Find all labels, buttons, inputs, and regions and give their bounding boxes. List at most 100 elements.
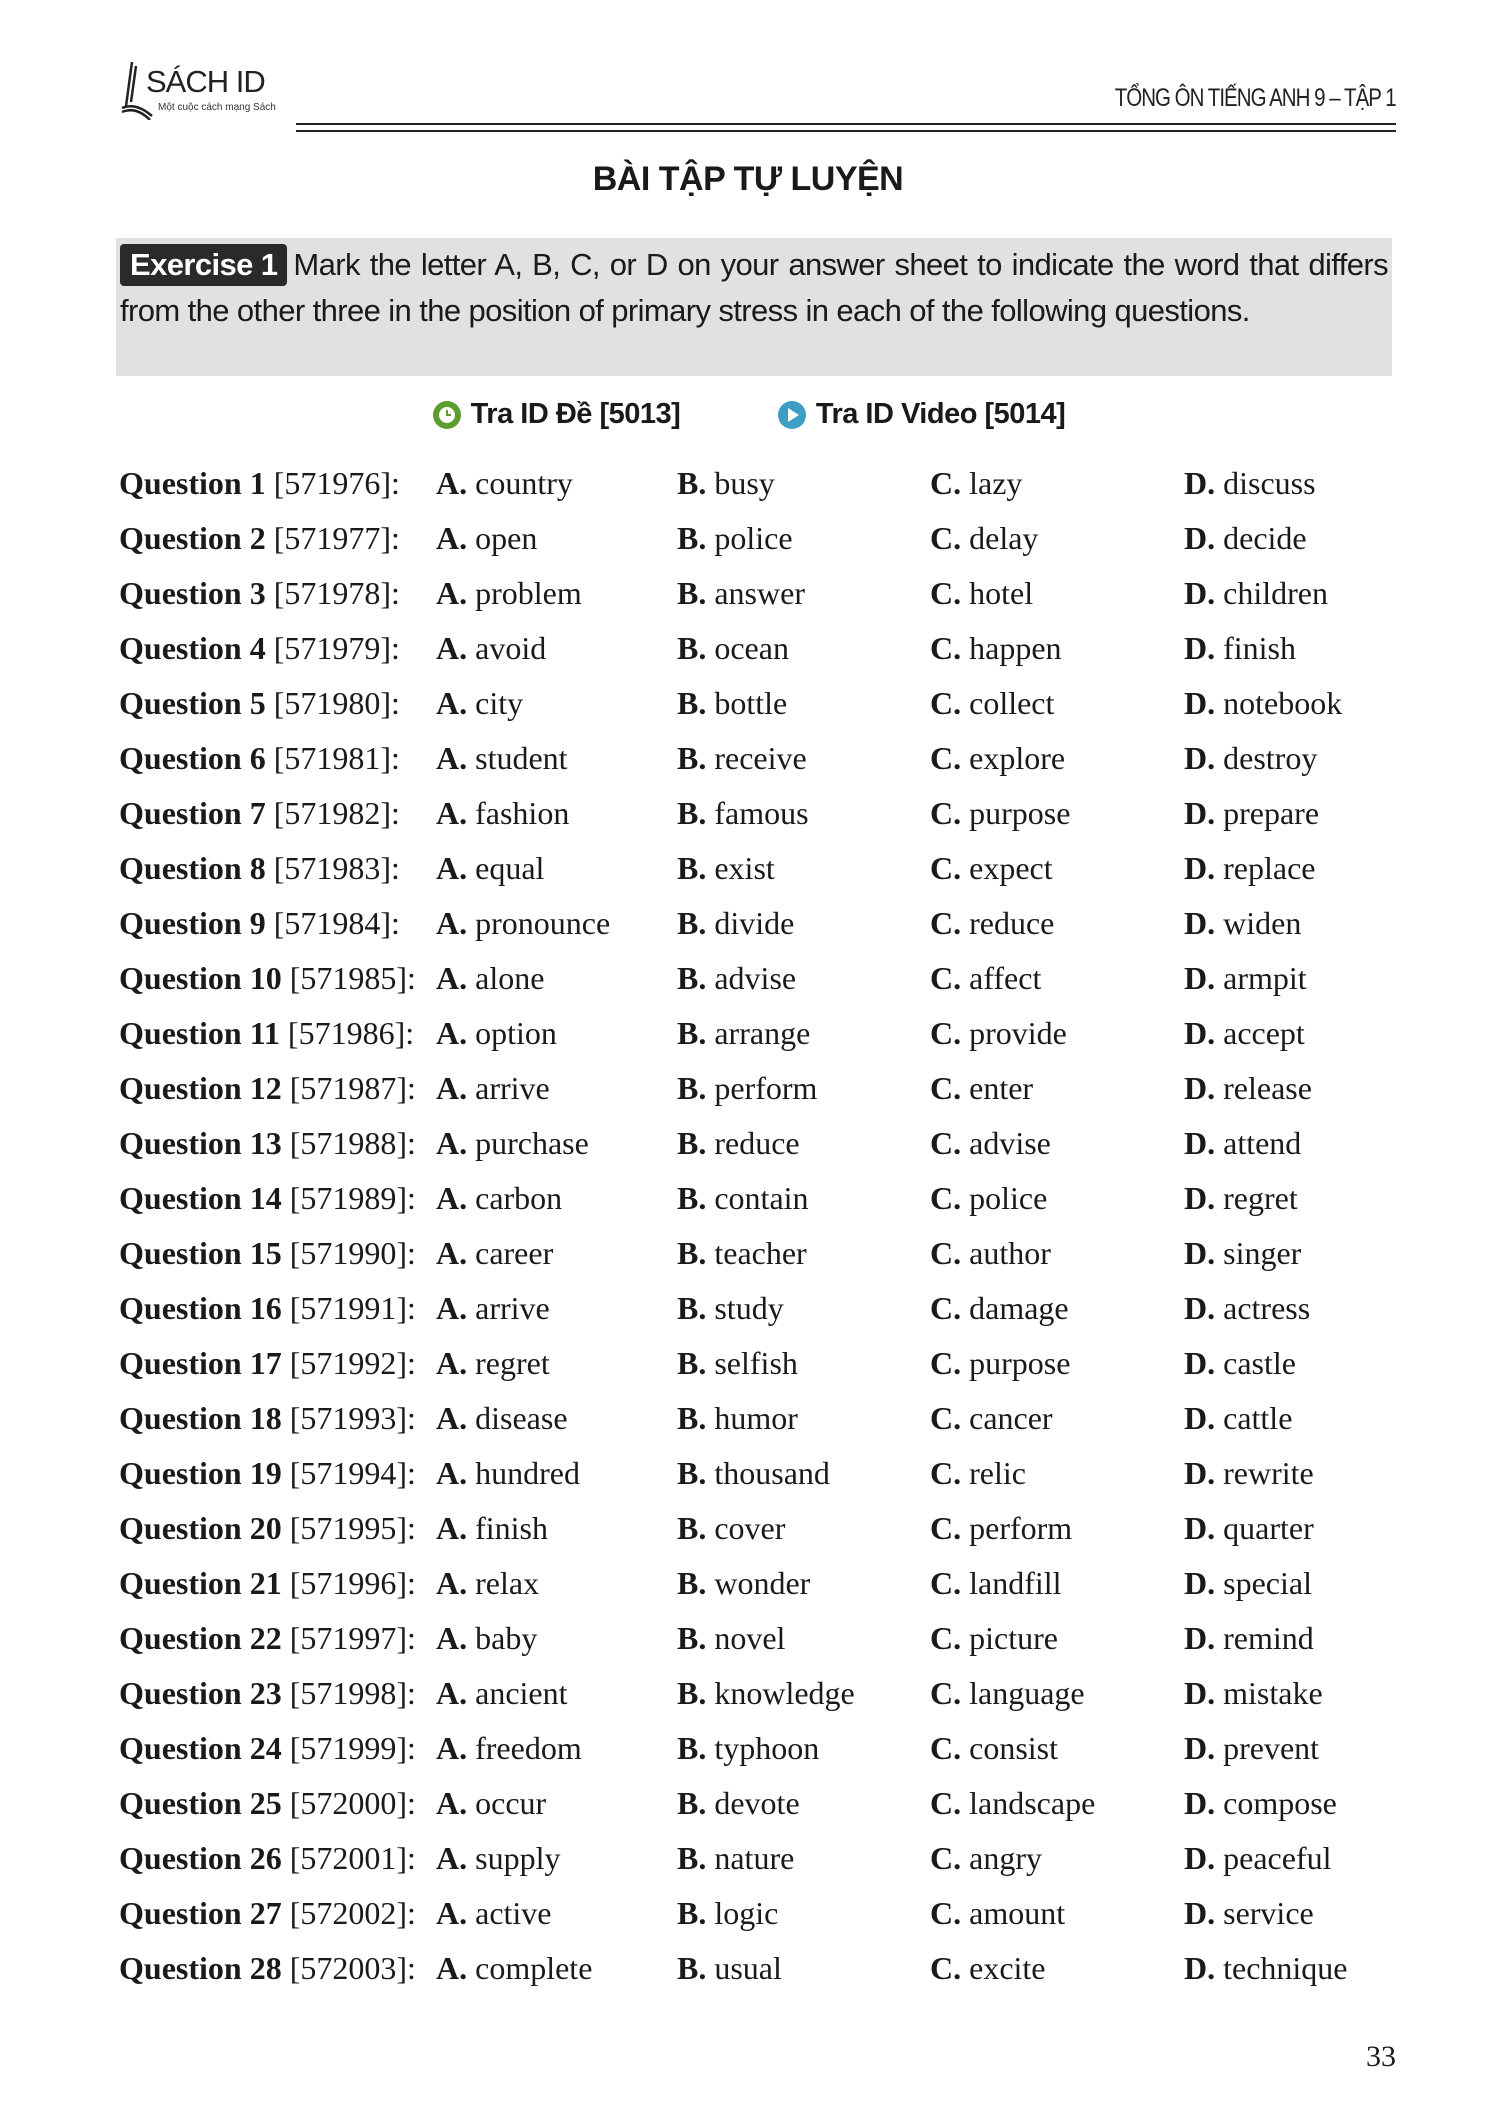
option-b[interactable]: B. humor	[677, 1400, 798, 1437]
option-a[interactable]: A. equal	[436, 850, 544, 887]
option-c[interactable]: C. lazy	[930, 465, 1022, 502]
option-a[interactable]: A. problem	[436, 575, 582, 612]
option-a[interactable]: A. occur	[436, 1785, 546, 1822]
option-b[interactable]: B. knowledge	[677, 1675, 855, 1712]
option-b[interactable]: B. teacher	[677, 1235, 807, 1272]
option-c[interactable]: C. perform	[930, 1510, 1072, 1547]
option-d[interactable]: D. prepare	[1184, 795, 1319, 832]
option-c[interactable]: C. consist	[930, 1730, 1058, 1767]
option-d[interactable]: D. service	[1184, 1895, 1314, 1932]
option-c[interactable]: C. damage	[930, 1290, 1069, 1327]
option-b[interactable]: B. ocean	[677, 630, 789, 667]
option-b[interactable]: B. typhoon	[677, 1730, 819, 1767]
option-b[interactable]: B. nature	[677, 1840, 794, 1877]
option-b[interactable]: B. devote	[677, 1785, 800, 1822]
option-a[interactable]: A. finish	[436, 1510, 548, 1547]
option-c[interactable]: C. expect	[930, 850, 1053, 887]
option-d[interactable]: D. finish	[1184, 630, 1296, 667]
option-c[interactable]: C. purpose	[930, 795, 1070, 832]
option-a[interactable]: A. avoid	[436, 630, 546, 667]
option-a[interactable]: A. arrive	[436, 1070, 550, 1107]
option-d[interactable]: D. quarter	[1184, 1510, 1314, 1547]
option-b[interactable]: B. selfish	[677, 1345, 798, 1382]
option-d[interactable]: D. armpit	[1184, 960, 1307, 997]
option-d[interactable]: D. cattle	[1184, 1400, 1292, 1437]
option-c[interactable]: C. happen	[930, 630, 1062, 667]
option-b[interactable]: B. logic	[677, 1895, 778, 1932]
option-b[interactable]: B. novel	[677, 1620, 785, 1657]
option-b[interactable]: B. cover	[677, 1510, 785, 1547]
option-b[interactable]: B. wonder	[677, 1565, 810, 1602]
option-d[interactable]: D. children	[1184, 575, 1328, 612]
option-a[interactable]: A. option	[436, 1015, 557, 1052]
option-c[interactable]: C. delay	[930, 520, 1038, 557]
option-c[interactable]: C. reduce	[930, 905, 1054, 942]
option-c[interactable]: C. author	[930, 1235, 1051, 1272]
video-id-link[interactable]: Tra ID Video [5014]	[776, 398, 1066, 431]
option-a[interactable]: A. open	[436, 520, 537, 557]
option-a[interactable]: A. student	[436, 740, 568, 777]
option-b[interactable]: B. thousand	[677, 1455, 830, 1492]
option-d[interactable]: D. notebook	[1184, 685, 1342, 722]
option-b[interactable]: B. answer	[677, 575, 805, 612]
option-c[interactable]: C. excite	[930, 1950, 1046, 1987]
option-b[interactable]: B. reduce	[677, 1125, 800, 1162]
option-a[interactable]: A. hundred	[436, 1455, 580, 1492]
option-a[interactable]: A. arrive	[436, 1290, 550, 1327]
option-c[interactable]: C. hotel	[930, 575, 1033, 612]
option-c[interactable]: C. advise	[930, 1125, 1051, 1162]
option-b[interactable]: B. divide	[677, 905, 794, 942]
option-c[interactable]: C. collect	[930, 685, 1054, 722]
option-c[interactable]: C. picture	[930, 1620, 1058, 1657]
option-d[interactable]: D. remind	[1184, 1620, 1314, 1657]
option-b[interactable]: B. bottle	[677, 685, 787, 722]
option-a[interactable]: A. ancient	[436, 1675, 568, 1712]
option-a[interactable]: A. freedom	[436, 1730, 582, 1767]
option-a[interactable]: A. baby	[436, 1620, 537, 1657]
option-c[interactable]: C. language	[930, 1675, 1085, 1712]
option-b[interactable]: B. busy	[677, 465, 775, 502]
option-d[interactable]: D. compose	[1184, 1785, 1337, 1822]
option-b[interactable]: B. usual	[677, 1950, 782, 1987]
exam-id-link[interactable]: Tra ID Đề [5013]	[431, 398, 681, 431]
option-d[interactable]: D. accept	[1184, 1015, 1305, 1052]
option-c[interactable]: C. affect	[930, 960, 1041, 997]
option-a[interactable]: A. city	[436, 685, 523, 722]
option-c[interactable]: C. landfill	[930, 1565, 1062, 1602]
option-d[interactable]: D. attend	[1184, 1125, 1301, 1162]
option-b[interactable]: B. study	[677, 1290, 784, 1327]
option-d[interactable]: D. peaceful	[1184, 1840, 1331, 1877]
option-c[interactable]: C. provide	[930, 1015, 1067, 1052]
option-c[interactable]: C. cancer	[930, 1400, 1053, 1437]
option-a[interactable]: A. alone	[436, 960, 544, 997]
option-d[interactable]: D. actress	[1184, 1290, 1310, 1327]
option-d[interactable]: D. singer	[1184, 1235, 1301, 1272]
option-b[interactable]: B. famous	[677, 795, 809, 832]
option-b[interactable]: B. police	[677, 520, 793, 557]
option-a[interactable]: A. country	[436, 465, 573, 502]
option-a[interactable]: A. carbon	[436, 1180, 562, 1217]
option-a[interactable]: A. relax	[436, 1565, 539, 1602]
option-c[interactable]: C. angry	[930, 1840, 1042, 1877]
option-c[interactable]: C. landscape	[930, 1785, 1095, 1822]
option-d[interactable]: D. destroy	[1184, 740, 1317, 777]
option-a[interactable]: A. disease	[436, 1400, 568, 1437]
option-a[interactable]: A. fashion	[436, 795, 569, 832]
option-b[interactable]: B. advise	[677, 960, 796, 997]
option-d[interactable]: D. decide	[1184, 520, 1307, 557]
option-a[interactable]: A. complete	[436, 1950, 592, 1987]
option-a[interactable]: A. career	[436, 1235, 553, 1272]
option-c[interactable]: C. relic	[930, 1455, 1026, 1492]
option-d[interactable]: D. mistake	[1184, 1675, 1323, 1712]
option-a[interactable]: A. active	[436, 1895, 552, 1932]
option-a[interactable]: A. purchase	[436, 1125, 589, 1162]
option-c[interactable]: C. police	[930, 1180, 1047, 1217]
option-d[interactable]: D. discuss	[1184, 465, 1316, 502]
option-d[interactable]: D. regret	[1184, 1180, 1298, 1217]
option-a[interactable]: A. regret	[436, 1345, 550, 1382]
option-b[interactable]: B. perform	[677, 1070, 817, 1107]
option-b[interactable]: B. contain	[677, 1180, 809, 1217]
option-b[interactable]: B. receive	[677, 740, 807, 777]
option-d[interactable]: D. widen	[1184, 905, 1301, 942]
option-a[interactable]: A. pronounce	[436, 905, 610, 942]
